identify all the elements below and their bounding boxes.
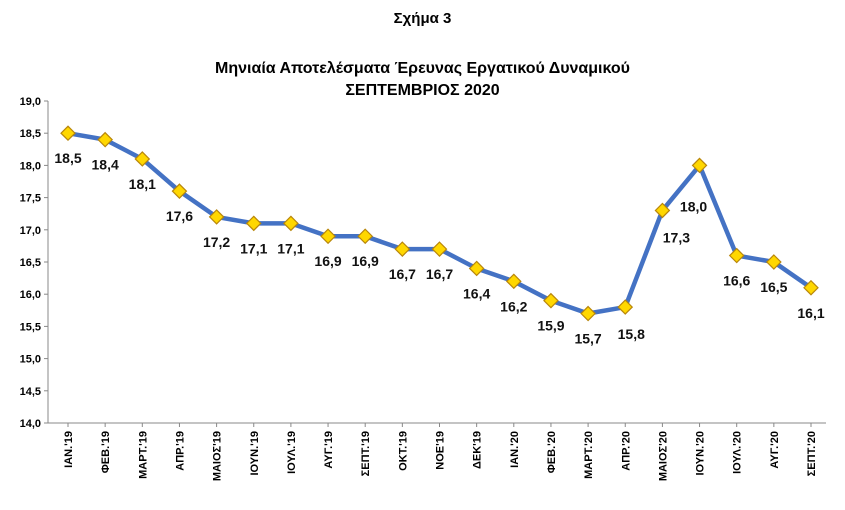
y-tick-label: 18,5 <box>20 128 41 140</box>
figure-label: Σχήμα 3 <box>393 10 452 27</box>
x-tick-label: ΙΑΝ.'19 <box>63 431 75 468</box>
x-tick-label: ΜΑΙΟΣ'20 <box>657 431 669 481</box>
x-tick-label: ΑΥΓ.'20 <box>769 431 781 469</box>
series-markers <box>60 125 819 322</box>
data-point-marker <box>505 273 522 290</box>
data-point-marker <box>283 215 299 232</box>
data-label: 16,4 <box>463 285 490 301</box>
y-tick-label: 14,0 <box>20 418 41 430</box>
data-label: 18,1 <box>129 176 156 192</box>
data-point-marker <box>394 241 411 257</box>
y-tick-label: 16,5 <box>20 257 41 269</box>
data-point-marker <box>617 299 634 315</box>
x-tick-label: ΜΑΙΟΣ'19 <box>212 431 224 481</box>
data-point-marker <box>357 228 374 245</box>
x-tick-label: ΑΠΡ.'20 <box>620 431 632 471</box>
x-tick-label: ΟΚΤ.'19 <box>397 431 409 471</box>
y-tick-label: 15,0 <box>20 354 41 366</box>
data-label: 17,3 <box>663 229 690 245</box>
x-tick-label: ΑΠΡ.'19 <box>174 431 186 471</box>
data-label: 18,0 <box>680 198 707 214</box>
data-label: 18,4 <box>92 157 119 173</box>
data-label: 17,2 <box>203 234 230 250</box>
data-label: 15,8 <box>618 326 645 342</box>
data-label: 16,5 <box>760 279 787 295</box>
data-point-marker <box>134 151 151 167</box>
data-label: 16,1 <box>797 305 824 321</box>
x-tick-label: ΜΑΡΤ.'20 <box>583 431 595 479</box>
x-tick-label: ΑΥΓ.'19 <box>323 431 335 469</box>
data-point-marker <box>580 305 596 322</box>
data-point-marker <box>245 215 262 232</box>
y-tick-label: 17,5 <box>20 193 41 205</box>
x-tick-label: ΙΟΥΛ.'20 <box>732 431 744 474</box>
data-point-marker <box>654 202 671 219</box>
x-tick-label: ΜΑΡΤ.'19 <box>137 431 149 479</box>
data-point-marker <box>97 131 113 148</box>
chart-title-block: Μηνιαία Αποτελέσματα Έρευνας Εργατικού Δ… <box>0 58 845 102</box>
data-label: 16,2 <box>500 298 527 314</box>
data-label: 17,1 <box>240 240 267 256</box>
x-axis-ticks: ΙΑΝ.'19 ΦΕΒ.'19 ΜΑΡΤ.'19 ΑΠΡ.'19 ΜΑΙΟΣ'19 ΙΟΥ… <box>63 423 818 481</box>
y-tick-label: 18,0 <box>20 160 41 172</box>
y-tick-label: 15,5 <box>20 321 41 333</box>
x-tick-label: ΙΟΥΝ.'20 <box>695 431 707 476</box>
x-tick-label: ΣΕΠΤ.'19 <box>360 431 372 476</box>
data-point-marker <box>171 183 188 200</box>
data-label: 16,9 <box>314 253 341 269</box>
y-tick-label: 16,0 <box>20 289 41 301</box>
data-label: 16,7 <box>389 266 416 282</box>
data-label: 16,6 <box>723 273 750 289</box>
data-label: 18,5 <box>54 150 81 166</box>
x-tick-label: ΦΕΒ.'20 <box>546 431 558 473</box>
data-label: 16,9 <box>352 253 379 269</box>
x-tick-label: ΣΕΠΤ.'20 <box>806 431 818 476</box>
x-tick-label: ΝΟΕ'19 <box>435 431 447 470</box>
data-point-marker <box>691 157 708 174</box>
y-tick-label: 19,0 <box>20 96 41 108</box>
data-label: 15,7 <box>574 331 601 347</box>
data-label: 15,9 <box>537 318 564 334</box>
data-point-marker <box>320 228 336 245</box>
y-axis-ticks: 14,0 14,5 15,0 15,5 16,0 16,5 17,0 17,5 18,0 18,5… <box>20 96 48 430</box>
data-point-marker <box>431 241 448 257</box>
x-tick-label: ΙΟΥΝ.'19 <box>249 431 261 476</box>
data-label: 17,1 <box>277 240 304 256</box>
chart-axes <box>47 101 826 424</box>
data-point-marker <box>468 260 485 277</box>
data-labels: 18,5 18,4 18,1 17,6 17,2 17,1 17,1 16,9 16,9 16,7… <box>54 150 824 346</box>
data-point-marker <box>208 209 225 225</box>
data-label: 16,7 <box>426 266 453 282</box>
data-label: 17,6 <box>166 208 193 224</box>
data-point-marker <box>728 247 745 264</box>
data-point-marker <box>543 292 559 309</box>
data-point-marker <box>60 125 76 142</box>
data-point-marker <box>803 279 819 296</box>
y-tick-label: 14,5 <box>20 386 41 398</box>
y-tick-label: 17,0 <box>20 225 41 237</box>
x-tick-label: ΦΕΒ.'19 <box>100 431 112 473</box>
x-tick-label: ΙΟΥΛ.'19 <box>286 431 298 474</box>
x-tick-label: ΙΑΝ.'20 <box>509 431 521 468</box>
data-point-marker <box>766 254 782 270</box>
x-tick-label: ΔΕΚ'19 <box>472 431 484 469</box>
chart-subtitle: ΣΕΠΤΕΜΒΡΙΟΣ 2020 <box>345 82 500 99</box>
chart-title: Μηνιαία Αποτελέσματα Έρευνας Εργατικού Δ… <box>215 60 630 77</box>
